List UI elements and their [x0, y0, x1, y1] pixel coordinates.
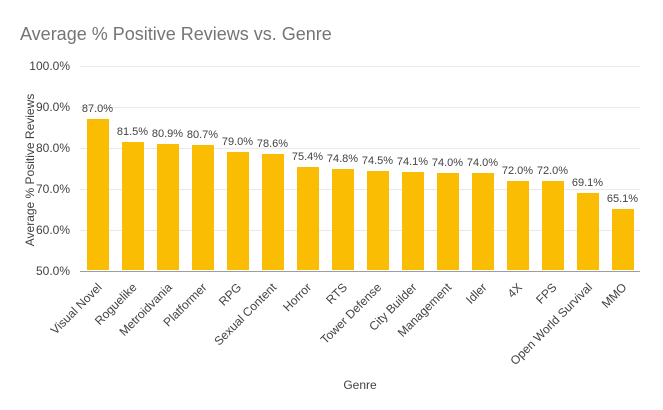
bar: [156, 144, 179, 270]
x-category-label: MMO: [599, 280, 630, 311]
y-axis-tick-label: 80.0%: [35, 141, 70, 155]
x-category-label: Horror: [280, 280, 315, 315]
bar: [366, 170, 389, 270]
x-category-label: FPS: [533, 280, 560, 307]
x-category-label: 4X: [504, 280, 525, 301]
x-axis-title: Genre: [343, 378, 377, 392]
y-axis-title: Average % Positive Reviews: [23, 93, 37, 247]
bar-value-label: 74.0%: [466, 156, 499, 169]
y-axis-tick-label: 100.0%: [29, 59, 70, 73]
bar: [471, 172, 494, 270]
bar-value-label: 72.0%: [501, 164, 534, 177]
gridline: [80, 189, 640, 190]
x-category-label: Idler: [463, 280, 490, 307]
gridline: [80, 230, 640, 231]
bar: [401, 172, 424, 270]
bar-value-label: 80.7%: [186, 129, 219, 142]
bar-value-label: 79.0%: [221, 136, 254, 149]
bar: [296, 166, 319, 270]
bar-value-label: 74.8%: [326, 153, 359, 166]
x-category-label: RPG: [216, 280, 245, 309]
bar: [506, 180, 529, 270]
bar: [331, 169, 354, 270]
bar: [226, 152, 249, 270]
y-axis-tick-label: 90.0%: [35, 100, 70, 114]
bar: [261, 153, 284, 270]
gridline: [80, 107, 640, 108]
y-axis-tick-label: 70.0%: [35, 182, 70, 196]
x-category-label: RTS: [322, 280, 350, 308]
bar-value-label: 72.0%: [536, 164, 569, 177]
bar: [576, 192, 599, 270]
bar: [541, 180, 564, 270]
gridline: [80, 66, 640, 67]
bar-value-label: 65.1%: [606, 193, 639, 206]
chart-title: Average % Positive Reviews vs. Genre: [20, 24, 332, 44]
gridline: [80, 148, 640, 149]
bar-value-label: 75.4%: [291, 150, 324, 163]
bar-value-label: 74.1%: [396, 156, 429, 169]
bar-value-label: 74.5%: [361, 154, 394, 167]
bar: [436, 172, 459, 270]
bar: [86, 119, 109, 270]
y-axis-tick-label: 50.0%: [35, 264, 70, 278]
bar: [611, 209, 634, 270]
bar-value-label: 69.1%: [571, 176, 604, 189]
bar-value-label: 74.0%: [431, 156, 464, 169]
x-category-label: Visual Novel: [47, 280, 105, 338]
bar: [191, 145, 214, 270]
bar-value-label: 87.0%: [81, 103, 114, 116]
bar: [121, 141, 144, 270]
y-axis-tick-label: 60.0%: [35, 223, 70, 237]
bar-value-label: 78.6%: [256, 137, 289, 150]
plot-area: 50.0% 60.0% 70.0% 80.0% 90.0% 100.0% 87.0% Visu…: [29, 59, 640, 368]
x-axis-baseline: [80, 271, 640, 272]
bar-value-label: 80.9%: [151, 128, 184, 141]
bar-value-label: 81.5%: [116, 125, 149, 138]
